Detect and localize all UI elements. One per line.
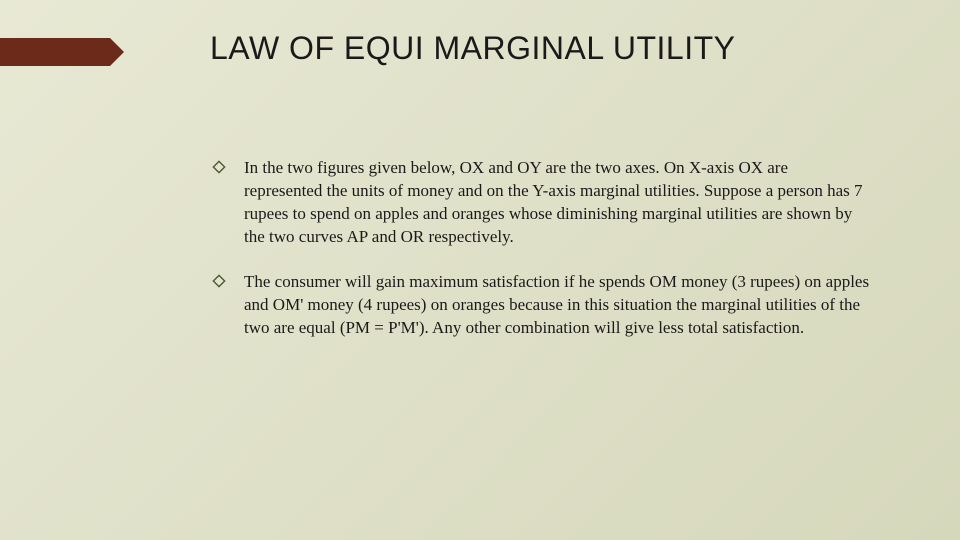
- slide-content: LAW OF EQUI MARGINAL UTILITY In the two …: [0, 0, 960, 540]
- slide-title: LAW OF EQUI MARGINAL UTILITY: [210, 30, 870, 67]
- bullet-text: The consumer will gain maximum satisfact…: [244, 272, 869, 337]
- diamond-bullet-icon: [212, 160, 226, 174]
- bullet-text: In the two figures given below, OX and O…: [244, 158, 862, 246]
- bullet-item: In the two figures given below, OX and O…: [240, 157, 870, 249]
- bullet-item: The consumer will gain maximum satisfact…: [240, 271, 870, 340]
- bullet-list: In the two figures given below, OX and O…: [210, 157, 870, 340]
- diamond-bullet-icon: [212, 274, 226, 288]
